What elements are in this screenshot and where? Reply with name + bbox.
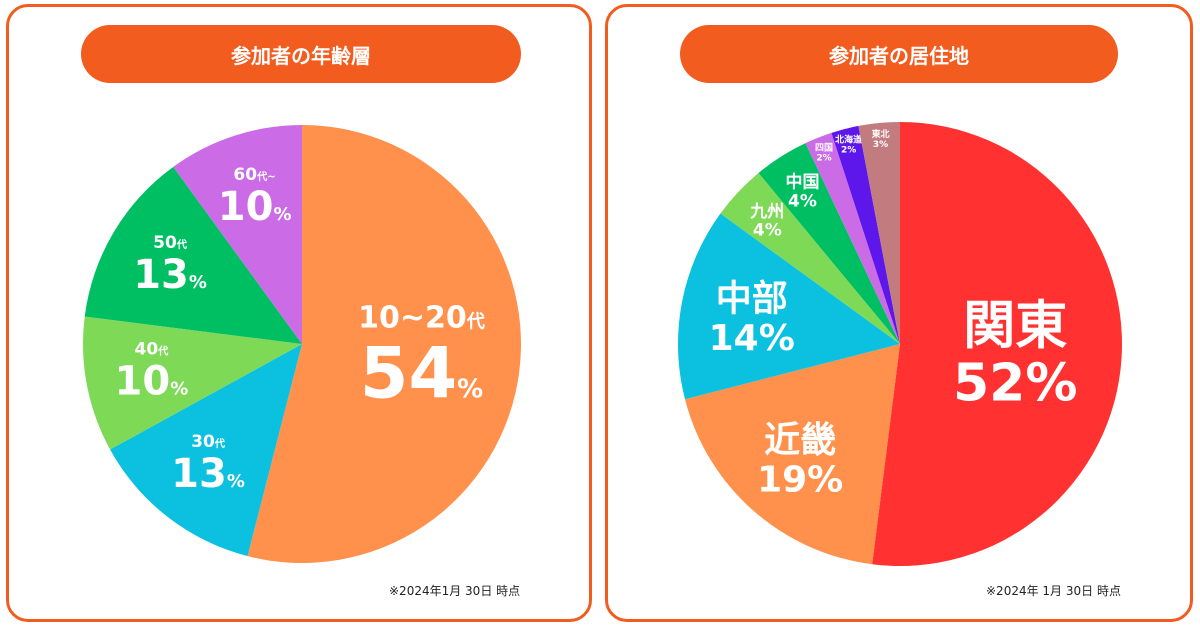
age-slice-0 bbox=[247, 125, 522, 563]
region-slice-1 bbox=[684, 344, 900, 565]
region-slice-value-5: 2% bbox=[816, 154, 831, 164]
age-chart-panel: 参加者の年齢層 10~20代 54% 30代 13% 40代 10% 50代 13% 60代~ 1… bbox=[6, 4, 592, 622]
region-slice-6 bbox=[831, 125, 900, 345]
age-slice-1 bbox=[110, 344, 302, 557]
region-chart-date-note: ※2024年 1月 30日 時点 bbox=[986, 584, 1121, 598]
region-slice-label-5: 四国 bbox=[815, 143, 833, 154]
region-slice-value-1: 19% bbox=[757, 459, 843, 500]
age-chart-title: 参加者の年齢層 bbox=[81, 25, 521, 83]
region-slice-value-6: 2% bbox=[841, 146, 856, 156]
age-slice-2 bbox=[83, 316, 303, 450]
region-slice-value-2: 14% bbox=[709, 318, 795, 359]
region-slice-label-1: 近畿 bbox=[764, 420, 836, 461]
region-slice-label-4: 中国 bbox=[785, 172, 819, 193]
age-slice-label-0: 10~20代 bbox=[358, 301, 485, 336]
region-slice-4 bbox=[758, 143, 900, 344]
region-slice-label-7: 東北 bbox=[872, 128, 890, 140]
region-slice-5 bbox=[805, 132, 900, 344]
region-slice-2 bbox=[678, 213, 900, 400]
age-slice-value-4: 10% bbox=[218, 184, 292, 230]
age-chart-date-note: ※2024年1月 30日 時点 bbox=[389, 584, 521, 598]
age-slice-4 bbox=[173, 125, 302, 344]
region-chart-panel: 参加者の居住地 関東 52% 近畿 19% 中部 14% 九州 4% 中国 4% 四国 2% 北海道 2%… bbox=[605, 4, 1193, 622]
region-slice-0 bbox=[872, 122, 1122, 566]
region-slice-value-4: 4% bbox=[788, 191, 817, 211]
region-slice-value-3: 4% bbox=[753, 221, 782, 241]
region-chart-title: 参加者の居住地 bbox=[680, 25, 1118, 83]
region-slice-7 bbox=[858, 122, 900, 344]
region-slice-label-0: 関東 bbox=[963, 296, 1067, 356]
region-slice-label-2: 中部 bbox=[716, 278, 788, 319]
region-slice-value-0: 52% bbox=[953, 354, 1077, 414]
age-slice-3 bbox=[84, 166, 302, 344]
region-slice-value-7: 3% bbox=[873, 140, 888, 150]
region-slice-label-6: 北海道 bbox=[835, 134, 862, 146]
region-slice-label-3: 九州 bbox=[749, 202, 784, 222]
region-slice-3 bbox=[720, 172, 900, 344]
